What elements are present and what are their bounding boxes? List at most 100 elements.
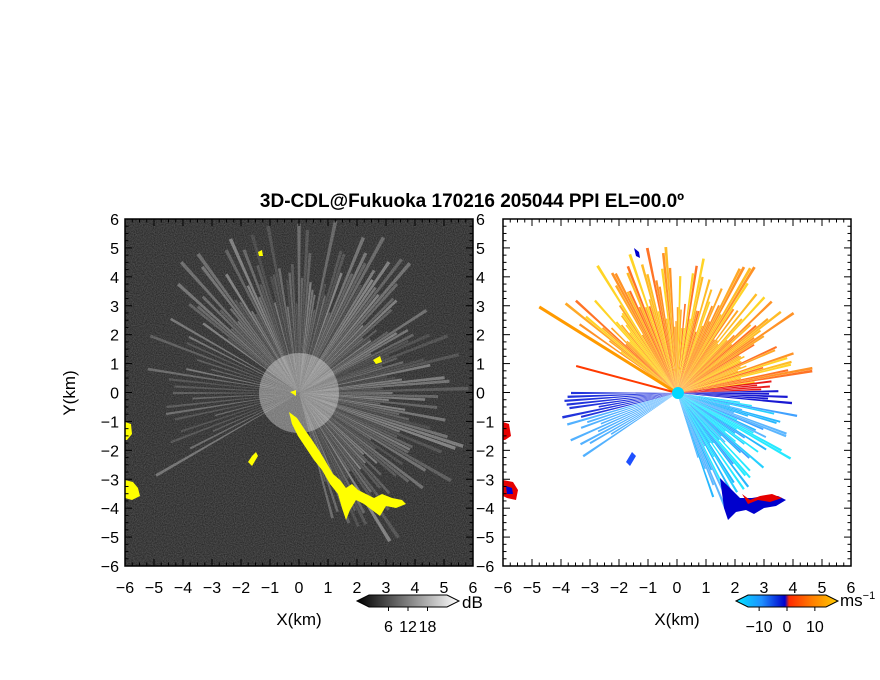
velocity-ray-receding	[677, 370, 739, 393]
reflectivity-ray	[299, 282, 312, 393]
right-y-tick-label: 6	[476, 212, 485, 229]
colorbar-tick-label: 10	[806, 619, 824, 636]
velocity-ray-receding	[625, 343, 677, 393]
reflectivity-ray	[299, 393, 409, 454]
reflectivity-ray	[155, 393, 299, 477]
reflectivity-colorbar: 6 12 18 dB	[355, 593, 483, 636]
right-y-tick-label: 4	[476, 270, 485, 287]
velocity-ray-receding	[677, 318, 743, 393]
x-tick-label: −6	[116, 580, 134, 597]
velocity-panel: −6 −5 −4 −3 −2 −1 0 1 2 3 4 5 6 X(km) −10 0 10 ms−1	[494, 218, 875, 636]
reflectivity-ray	[210, 368, 299, 393]
velocity-ray-west	[564, 393, 677, 403]
velocity-ray-approaching	[677, 393, 736, 434]
velocity-ray-east	[677, 393, 769, 400]
velocity-ray-receding	[677, 276, 704, 393]
velocity-ray-receding	[677, 369, 813, 393]
velocity-ray-west	[580, 393, 677, 429]
reflectivity-ray	[299, 379, 450, 393]
reflectivity-panel: −6 −5 −4 −3 −2 −1 0 1 2 3 4 5 6 6543210−1−2−3−4−5−6 …	[60, 212, 494, 636]
velocity-ray-approaching	[677, 393, 742, 454]
reflectivity-ray	[290, 264, 299, 393]
velocity-ray-approaching	[677, 393, 777, 424]
reflectivity-ray	[299, 365, 383, 393]
velocity-ray-approaching	[677, 393, 715, 498]
reflectivity-highlight-regions	[125, 250, 406, 520]
velocity-ray-receding	[677, 339, 716, 393]
reflectivity-x-tick-labels: −6 −5 −4 −3 −2 −1 0 1 2 3 4 5 6	[116, 580, 478, 597]
velocity-ray-approaching	[677, 393, 726, 443]
y-tick-label: 5	[110, 241, 119, 258]
reflectivity-ray	[228, 238, 299, 393]
velocity-ray-receding	[610, 327, 677, 393]
velocity-ray-approaching	[677, 393, 775, 415]
velocity-ray-approaching	[677, 393, 759, 453]
velocity-ray-approaching	[677, 393, 715, 458]
reflectivity-ray	[299, 299, 398, 393]
reflectivity-ray	[227, 337, 299, 393]
reflectivity-ray	[299, 393, 427, 472]
reflectivity-ray	[299, 393, 389, 402]
reflectivity-ray	[299, 393, 372, 441]
velocity-ray-east	[677, 390, 779, 393]
reflectivity-ray	[299, 393, 401, 433]
velocity-ray-receding	[648, 299, 677, 393]
velocity-ray-approaching	[677, 393, 734, 414]
reflectivity-ray	[174, 385, 299, 393]
velocity-ray-approaching	[677, 393, 751, 479]
reflectivity-ray	[299, 387, 383, 393]
velocity-ray-approaching	[677, 393, 730, 406]
reflectivity-ray	[299, 258, 404, 393]
reflectivity-ray	[299, 252, 368, 393]
velocity-ray-receding	[658, 286, 677, 393]
velocity-ray-approaching	[677, 393, 792, 460]
reflectivity-ray	[299, 393, 410, 421]
reflectivity-ray	[299, 393, 406, 411]
velocity-ray-receding	[677, 310, 782, 393]
reflectivity-ray	[299, 283, 399, 393]
velocity-ray-approaching	[677, 393, 783, 452]
velocity-ray-receding	[677, 356, 742, 393]
reflectivity-ray	[299, 230, 310, 393]
velocity-ray-receding	[677, 381, 755, 393]
reflectivity-ray	[299, 393, 411, 451]
velocity-ray-receding	[674, 326, 677, 393]
velocity-ray-receding	[677, 304, 720, 393]
reflectivity-ray	[230, 327, 299, 393]
velocity-ray-receding	[657, 311, 677, 393]
reflectivity-ray	[299, 393, 431, 430]
reflectivity-ray	[299, 309, 316, 393]
velocity-ray-west	[566, 393, 677, 426]
velocity-ray-receding	[677, 366, 764, 393]
reflectivity-ray	[299, 286, 377, 393]
velocity-ray-receding	[564, 302, 677, 393]
reflectivity-ray	[192, 393, 299, 400]
reflectivity-ray	[277, 268, 299, 393]
velocity-ray-approaching	[677, 393, 751, 472]
velocity-ray-approaching	[677, 393, 711, 444]
velocity-ray-receding	[677, 335, 765, 393]
x-tick-label: −5	[523, 580, 541, 597]
reflectivity-ray	[299, 393, 367, 464]
x-tick-label: −4	[174, 580, 192, 597]
reflectivity-ray	[299, 289, 314, 393]
velocity-ray-approaching	[677, 393, 750, 488]
reflectivity-colorbar-bar	[355, 594, 461, 608]
velocity-ray-receding	[677, 360, 792, 393]
velocity-ray-receding	[677, 313, 722, 393]
reflectivity-ray	[266, 225, 299, 393]
velocity-ray-approaching	[677, 393, 767, 438]
reflectivity-ray	[255, 313, 299, 393]
velocity-colorbar-unit-base: ms	[840, 591, 863, 610]
velocity-ray-west	[580, 393, 677, 418]
velocity-ray-receding	[677, 337, 755, 393]
velocity-axis-ticks	[502, 218, 852, 567]
reflectivity-ray	[242, 249, 299, 393]
velocity-ray-receding	[660, 268, 677, 393]
reflectivity-ray	[299, 236, 365, 393]
velocity-echo-west-lower-inner	[506, 486, 513, 494]
reflectivity-ray	[299, 294, 316, 393]
x-tick-label: 2	[731, 580, 740, 597]
velocity-ray-receding	[614, 285, 677, 393]
velocity-ray-approaching	[677, 393, 715, 486]
